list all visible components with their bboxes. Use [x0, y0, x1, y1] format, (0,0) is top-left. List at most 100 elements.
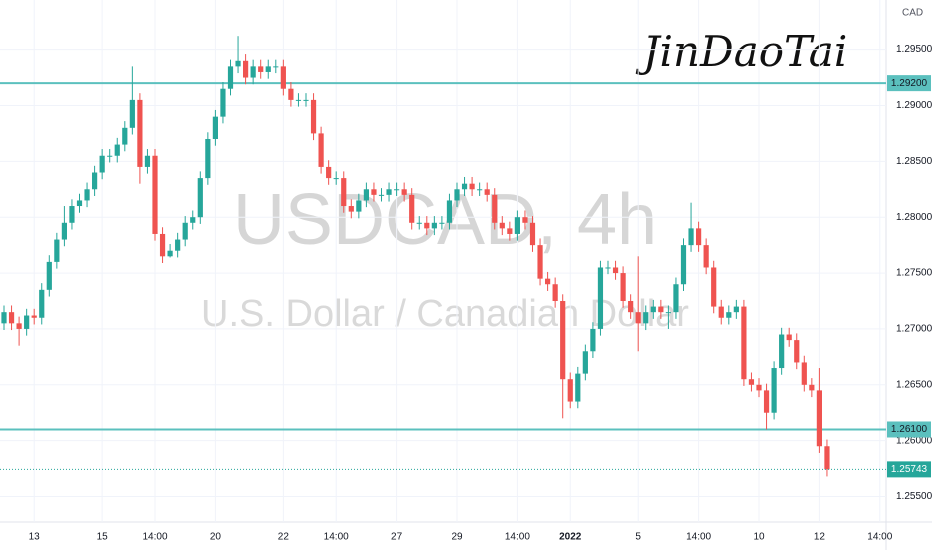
- candle-body: [348, 206, 354, 212]
- candle-body: [159, 233, 166, 257]
- x-tick-label: 13: [29, 532, 41, 543]
- candle-body: [665, 312, 671, 314]
- candle-body: [605, 267, 611, 269]
- x-tick-label: 15: [97, 532, 109, 543]
- candle-body: [243, 60, 249, 78]
- candle-body: [54, 239, 60, 262]
- candle-body: [771, 368, 777, 413]
- candle-body: [288, 88, 294, 100]
- candle-body: [386, 189, 392, 195]
- level-label: 1.29200: [891, 78, 928, 89]
- candle-body: [318, 133, 324, 167]
- candle-body: [175, 239, 181, 251]
- candle-body: [537, 245, 543, 279]
- candle-body: [628, 300, 634, 313]
- candle-body: [69, 206, 75, 223]
- candle-body: [726, 312, 732, 318]
- x-tick-label: 29: [451, 532, 463, 543]
- watermark-subtitle: U.S. Dollar / Canadian Dollar: [201, 293, 689, 335]
- y-tick-label: 1.27000: [896, 324, 932, 335]
- candle-body: [409, 194, 415, 223]
- candle-body: [696, 228, 702, 246]
- candle-body: [303, 99, 309, 101]
- candle-body: [801, 362, 807, 385]
- candle-body: [809, 384, 815, 391]
- candle-body: [454, 189, 460, 201]
- y-tick-label: 1.27500: [896, 268, 932, 279]
- candle-body: [371, 189, 377, 195]
- candle-body: [756, 384, 762, 391]
- candle-body: [552, 284, 558, 301]
- candle-body: [363, 189, 369, 201]
- candle-body: [16, 323, 22, 329]
- candle-body: [567, 379, 573, 402]
- currency-label: CAD: [902, 8, 923, 19]
- candle-body: [182, 222, 188, 240]
- x-tick-label: 22: [278, 532, 290, 543]
- candle-body: [205, 138, 211, 179]
- candle-body: [507, 228, 513, 234]
- candle-body: [190, 217, 196, 223]
- candle-body: [711, 267, 717, 307]
- candle-body: [310, 99, 317, 134]
- candle-body: [718, 306, 724, 318]
- candle-body: [484, 189, 490, 195]
- candle-body: [1, 312, 7, 324]
- x-tick-label: 10: [753, 532, 765, 543]
- candle-body: [763, 390, 770, 413]
- candle-body: [590, 328, 596, 352]
- candle-body: [733, 306, 739, 313]
- candle-body: [741, 306, 747, 380]
- x-tick-label: 5: [635, 532, 641, 543]
- candle-body: [650, 306, 656, 313]
- candle-body: [152, 155, 158, 234]
- candle-body: [431, 222, 437, 229]
- candle-body: [258, 66, 264, 72]
- candle-body: [643, 312, 649, 324]
- candle-body: [99, 155, 105, 173]
- candle-body: [167, 250, 173, 257]
- y-tick-label: 1.28000: [896, 212, 932, 223]
- x-tick-label: 14:00: [505, 532, 530, 543]
- candle-body: [24, 315, 30, 329]
- candle-body: [492, 194, 498, 223]
- candle-body: [575, 373, 581, 402]
- candle-body: [122, 127, 128, 145]
- x-tick-label: 27: [391, 532, 403, 543]
- level-label-box: [887, 421, 931, 438]
- candle-body: [658, 306, 664, 313]
- signature: JinDaoTai: [635, 27, 848, 76]
- candle-body: [326, 166, 332, 179]
- candle-body: [61, 222, 67, 240]
- last-price-box: [887, 461, 931, 478]
- candle-body: [235, 60, 241, 67]
- y-tick-label: 1.28500: [896, 156, 932, 167]
- candle-body: [212, 116, 218, 139]
- candle-body: [703, 245, 709, 268]
- candle-body: [137, 99, 143, 167]
- x-tick-label: 14:00: [142, 532, 167, 543]
- candle-body: [129, 99, 135, 128]
- candle-body: [816, 390, 822, 447]
- x-tick-label: 2022: [559, 532, 582, 543]
- candle-body: [779, 334, 785, 369]
- candle-body: [688, 228, 694, 246]
- candle-body: [197, 178, 203, 218]
- level-label-box: [887, 75, 931, 92]
- candle-body: [250, 66, 256, 78]
- candle-body: [582, 351, 588, 374]
- candle-body: [31, 315, 37, 318]
- candle-body: [280, 66, 286, 89]
- y-tick-label: 1.29000: [896, 100, 932, 111]
- candle-body: [545, 278, 551, 285]
- candle-body: [8, 312, 15, 324]
- y-tick-label: 1.25500: [896, 491, 932, 502]
- candle-body: [394, 189, 400, 191]
- candle-body: [635, 312, 641, 324]
- candle-body: [786, 334, 792, 341]
- y-tick-label: 1.26500: [896, 379, 932, 390]
- last-price-label: 1.25743: [891, 464, 928, 475]
- candle-body: [612, 267, 619, 274]
- x-tick-label: 14:00: [867, 532, 892, 543]
